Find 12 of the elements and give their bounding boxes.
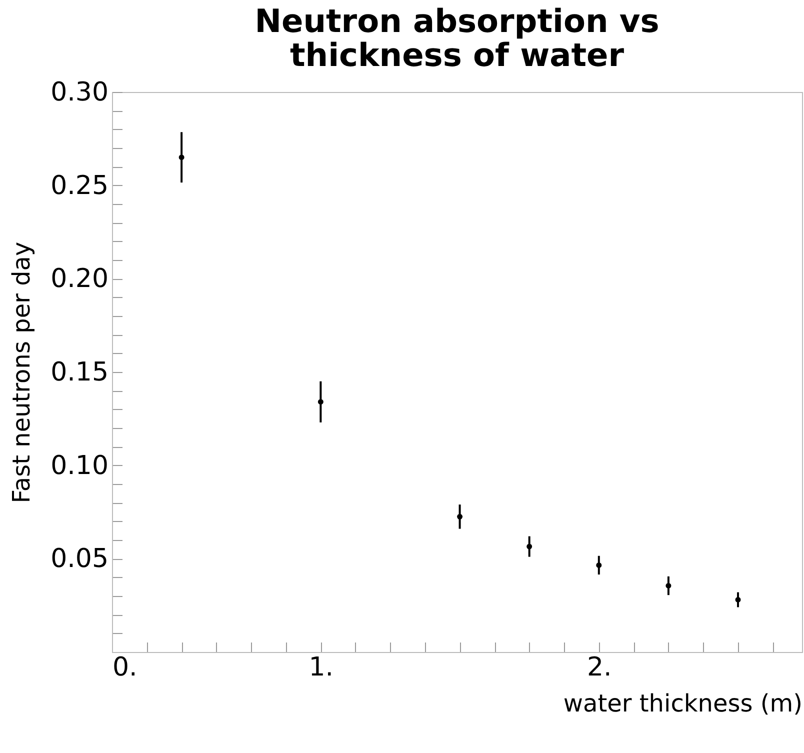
x-axis-title: water thickness (m) <box>563 690 802 718</box>
x-tick-label: 2. <box>586 652 612 682</box>
y-tick-label: 0.30 <box>50 78 108 108</box>
y-tick-label: 0.05 <box>50 544 108 574</box>
y-axis-title: Fast neutrons per day <box>8 242 36 504</box>
chart-title: Neutron absorption vs thickness of water <box>254 2 660 74</box>
y-tick-label: 0.20 <box>50 264 108 294</box>
x-tick-label: 1. <box>308 652 334 682</box>
y-tick-label: 0.15 <box>50 358 108 388</box>
y-tick-label: 0.10 <box>50 450 108 481</box>
y-tick-label: 0.25 <box>50 170 108 201</box>
x-tick-label: 0. <box>112 652 138 682</box>
